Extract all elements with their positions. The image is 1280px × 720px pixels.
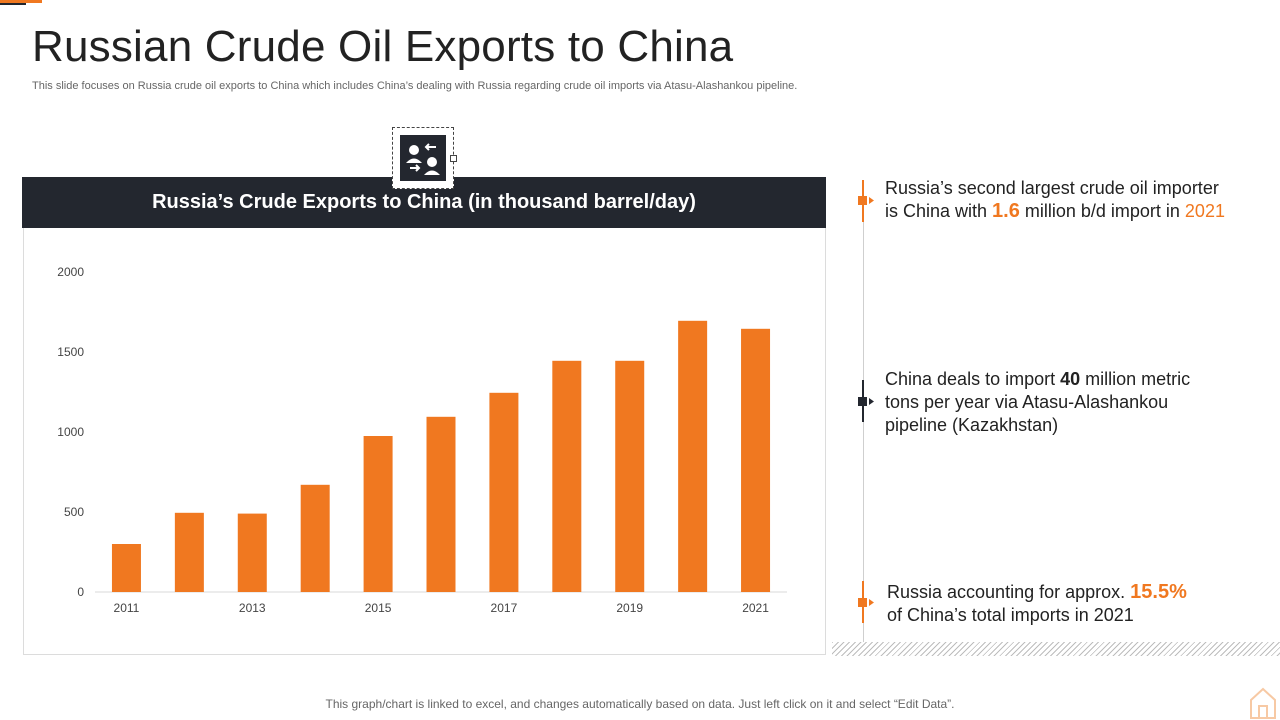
- corner-accent: [0, 0, 42, 3]
- x-tick-label: 2013: [239, 601, 266, 615]
- bar-2012[interactable]: [174, 512, 204, 592]
- page-subtitle: This slide focuses on Russia crude oil e…: [32, 80, 798, 92]
- point-2-line-3: pipeline (Kazakhstan): [885, 415, 1059, 435]
- point-1-mid: million b/d import in: [1019, 201, 1185, 221]
- point-1-line-2: is China with 1.6 million b/d import in …: [885, 200, 1265, 223]
- point-2-line-1: China deals to import 40 million metric: [885, 368, 1265, 391]
- bar-2013[interactable]: [237, 513, 267, 592]
- bar-2015[interactable]: [363, 436, 393, 592]
- header-icon-box[interactable]: [392, 127, 457, 189]
- point-2-bold-value: 40: [1060, 369, 1081, 389]
- bar-2014[interactable]: [300, 484, 330, 592]
- point-1: Russia’s second largest crude oil import…: [885, 177, 1265, 223]
- bar-chart[interactable]: 0 500 1000 1500 2000 2011 2013 2015 2017 2019 2021: [40, 255, 800, 625]
- point-3-pre: Russia accounting for approx.: [887, 582, 1131, 602]
- bar-2019[interactable]: [615, 360, 645, 592]
- resize-handle[interactable]: [450, 155, 457, 162]
- x-tick-label: 2015: [365, 601, 392, 615]
- point-1-marker-icon: [858, 180, 874, 222]
- point-3-highlight: 15.5%: [1130, 581, 1187, 603]
- point-3-line-1: Russia accounting for approx. 15.5%: [887, 581, 1267, 604]
- point-3-marker-icon: [858, 581, 874, 623]
- y-tick-label: 2000: [57, 265, 84, 279]
- bar-2020[interactable]: [678, 320, 708, 592]
- hatch-band: [832, 642, 1280, 656]
- bar-2017[interactable]: [489, 392, 519, 592]
- bar-2021[interactable]: [741, 328, 771, 592]
- point-3-line-2: of China’s total imports in 2021: [887, 605, 1134, 625]
- bar-2018[interactable]: [552, 360, 582, 592]
- y-tick-label: 0: [77, 585, 84, 599]
- point-2-line-2: tons per year via Atasu-Alashankou: [885, 392, 1169, 412]
- x-tick-label: 2017: [491, 601, 518, 615]
- footnote: This graph/chart is linked to excel, and…: [325, 697, 955, 711]
- y-tick-label: 1000: [57, 425, 84, 439]
- page-title: Russian Crude Oil Exports to China: [32, 22, 734, 71]
- y-tick-label: 500: [64, 505, 84, 519]
- chart-header: Russia’s Crude Exports to China (in thou…: [22, 177, 826, 228]
- bar-2016[interactable]: [426, 416, 456, 592]
- corner-accent-dark: [0, 3, 26, 5]
- x-tick-label: 2019: [616, 601, 643, 615]
- point-2-pre: China deals to import: [885, 369, 1061, 389]
- bar-2011[interactable]: [111, 544, 141, 592]
- point-1-line-1: Russia’s second largest crude oil import…: [885, 178, 1219, 198]
- point-1-pre: is China with: [885, 201, 993, 221]
- home-icon: [1250, 687, 1276, 719]
- point-1-highlight-value: 1.6: [992, 200, 1020, 222]
- point-2-marker-icon: [858, 380, 874, 422]
- point-3: Russia accounting for approx. 15.5% of C…: [887, 581, 1267, 627]
- x-tick-label: 2011: [114, 601, 140, 615]
- x-tick-label: 2021: [742, 601, 769, 615]
- point-2-post: million metric: [1080, 369, 1191, 389]
- point-2: China deals to import 40 million metric …: [885, 368, 1265, 437]
- people-exchange-icon: [400, 135, 446, 181]
- y-tick-label: 1500: [57, 345, 84, 359]
- point-1-highlight-year: 2021: [1184, 201, 1225, 221]
